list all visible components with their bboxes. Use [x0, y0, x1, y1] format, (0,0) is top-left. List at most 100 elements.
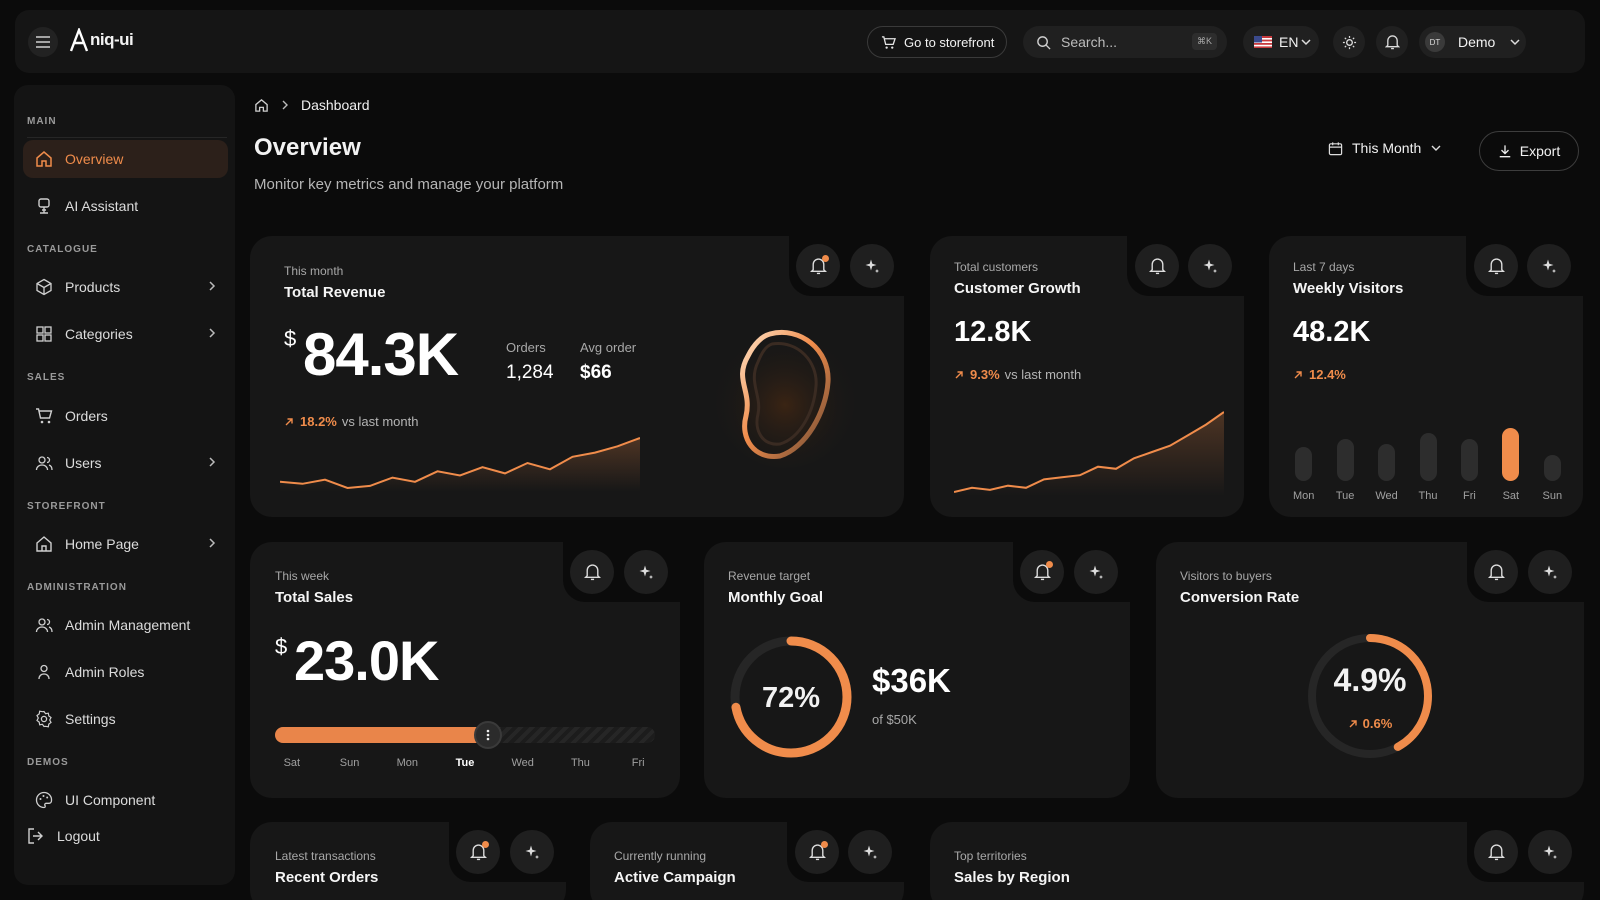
weekly-progress-track [275, 721, 655, 749]
chevron-right-icon [209, 457, 216, 467]
menu-button[interactable] [28, 27, 58, 57]
visitor-bar-sat[interactable] [1502, 428, 1520, 481]
revenue-change: 18.2% vs last month [284, 414, 418, 429]
alert-button[interactable] [1474, 550, 1518, 594]
ai-insight-button[interactable] [1528, 550, 1572, 594]
visitor-day-label: Sat [1502, 490, 1520, 502]
alert-button[interactable] [796, 244, 840, 288]
ai-insight-button[interactable] [848, 830, 892, 874]
visitor-bar-mon[interactable] [1295, 447, 1313, 481]
card-weekly-visitors: Last 7 days Weekly Visitors 48.2K 12.4% … [1269, 234, 1585, 517]
home-icon[interactable] [254, 98, 269, 113]
export-button[interactable]: Export [1479, 131, 1579, 171]
settings-icon [36, 710, 52, 728]
sidebar-item-admin-roles[interactable]: Admin Roles [23, 653, 228, 691]
card-title: Monthly Goal [728, 589, 823, 606]
ai-insight-button[interactable] [1188, 244, 1232, 288]
alert-button[interactable] [1474, 244, 1518, 288]
visitor-bar-wed[interactable] [1378, 444, 1396, 481]
bell-icon [469, 844, 487, 861]
alert-button[interactable] [1474, 830, 1518, 874]
chevron-right-icon [209, 538, 216, 548]
theme-toggle[interactable] [1333, 26, 1365, 58]
sidebar-item-overview[interactable]: Overview [23, 140, 228, 178]
search-input[interactable]: Search... [1061, 34, 1118, 50]
sidebar-item-categories[interactable]: Categories [23, 315, 228, 353]
user-menu[interactable]: DT Demo [1419, 26, 1526, 58]
section-sales: SALES [27, 372, 66, 383]
chevron-down-icon [1301, 39, 1311, 46]
bell-icon [1487, 564, 1505, 581]
alert-button[interactable] [456, 830, 500, 874]
period-selector[interactable]: This Month [1328, 140, 1441, 156]
sidebar-item-ai-assistant[interactable]: AI Assistant [23, 187, 228, 225]
card-title: Weekly Visitors [1293, 280, 1404, 297]
bell-icon [1384, 35, 1400, 50]
go-to-storefront-button[interactable]: Go to storefront [867, 26, 1007, 58]
storefront-label: Go to storefront [904, 34, 995, 50]
notifications-button[interactable] [1376, 26, 1408, 58]
sidebar-item-ui-component[interactable]: UI Component [23, 781, 228, 819]
sidebar-item-label: Settings [65, 711, 116, 727]
sidebar-item-logout[interactable]: Logout [15, 817, 220, 855]
visitor-bar-thu[interactable] [1419, 433, 1437, 481]
language-selector[interactable]: EN [1243, 26, 1319, 58]
goal-progress-ring [730, 636, 852, 758]
sales-day-label: Mon [396, 757, 418, 769]
sidebar-item-label: AI Assistant [65, 198, 139, 214]
page-subtitle: Monitor key metrics and manage your plat… [254, 176, 564, 193]
visitor-day-label: Sun [1542, 490, 1563, 502]
sidebar-item-label: Logout [57, 828, 100, 844]
cart-icon [881, 35, 896, 49]
ai-insight-button[interactable] [1074, 550, 1118, 594]
visitor-bar-fri[interactable] [1460, 439, 1478, 481]
bell-icon [1487, 844, 1505, 861]
ai-insight-button[interactable] [1527, 244, 1571, 288]
ai-insight-button[interactable] [1528, 830, 1572, 874]
brand-logo[interactable]: niq-ui [69, 28, 134, 52]
card-monthly-goal: Revenue target Monthly Goal 72% $36K of … [704, 540, 1132, 798]
sparkle-icon [1089, 565, 1103, 579]
alert-button[interactable] [1135, 244, 1179, 288]
conversion-change: 0.6% [1302, 716, 1438, 731]
avatar: DT [1425, 32, 1445, 52]
grid-icon [36, 326, 52, 342]
alert-button[interactable] [570, 550, 614, 594]
chevron-down-icon [1510, 39, 1520, 46]
trend-up-icon [1349, 719, 1357, 727]
logo-icon [69, 28, 89, 52]
orders-label: Orders [506, 340, 546, 355]
alert-button[interactable] [1020, 550, 1064, 594]
sidebar-item-settings[interactable]: Settings [23, 700, 228, 738]
ai-insight-button[interactable] [624, 550, 668, 594]
bell-icon [808, 844, 826, 861]
ai-insight-button[interactable] [510, 830, 554, 874]
progress-handle[interactable] [473, 721, 502, 749]
visitor-bar-sun[interactable] [1543, 455, 1561, 481]
sidebar-item-admin-management[interactable]: Admin Management [23, 606, 228, 644]
goal-ring-fill [730, 636, 852, 758]
card-conversion-rate: Visitors to buyers Conversion Rate 4.9% … [1156, 540, 1586, 798]
sidebar: MAIN Overview AI Assistant CATALOGUE Pro… [14, 85, 235, 885]
visitor-bar-tue[interactable] [1336, 439, 1354, 481]
chevron-right-icon [209, 281, 216, 291]
chevron-right-icon [282, 100, 288, 110]
sidebar-item-products[interactable]: Products [23, 268, 228, 306]
customers-trend-area [954, 412, 1224, 496]
sidebar-item-home-page[interactable]: Home Page [23, 525, 228, 563]
sidebar-item-orders[interactable]: Orders [23, 397, 228, 435]
card-customer-growth: Total customers Customer Growth 12.8K 9.… [930, 234, 1246, 517]
ai-insight-button[interactable] [850, 244, 894, 288]
change-percent: 18.2% [300, 414, 337, 429]
sidebar-item-label: Orders [65, 408, 108, 424]
visitor-day-label: Wed [1375, 490, 1398, 502]
weekday-labels: Sat Sun Mon Tue Wed Thu Fri [263, 757, 667, 773]
flag-icon [1254, 36, 1272, 48]
alert-button[interactable] [795, 830, 839, 874]
notification-dot [1046, 561, 1053, 568]
sales-day-label: Tue [455, 757, 475, 769]
search-box[interactable]: Search... ⌘K [1023, 26, 1227, 58]
sidebar-item-users[interactable]: Users [23, 444, 228, 482]
sales-day-label: Wed [511, 757, 534, 769]
visitor-day-label: Mon [1293, 490, 1315, 502]
